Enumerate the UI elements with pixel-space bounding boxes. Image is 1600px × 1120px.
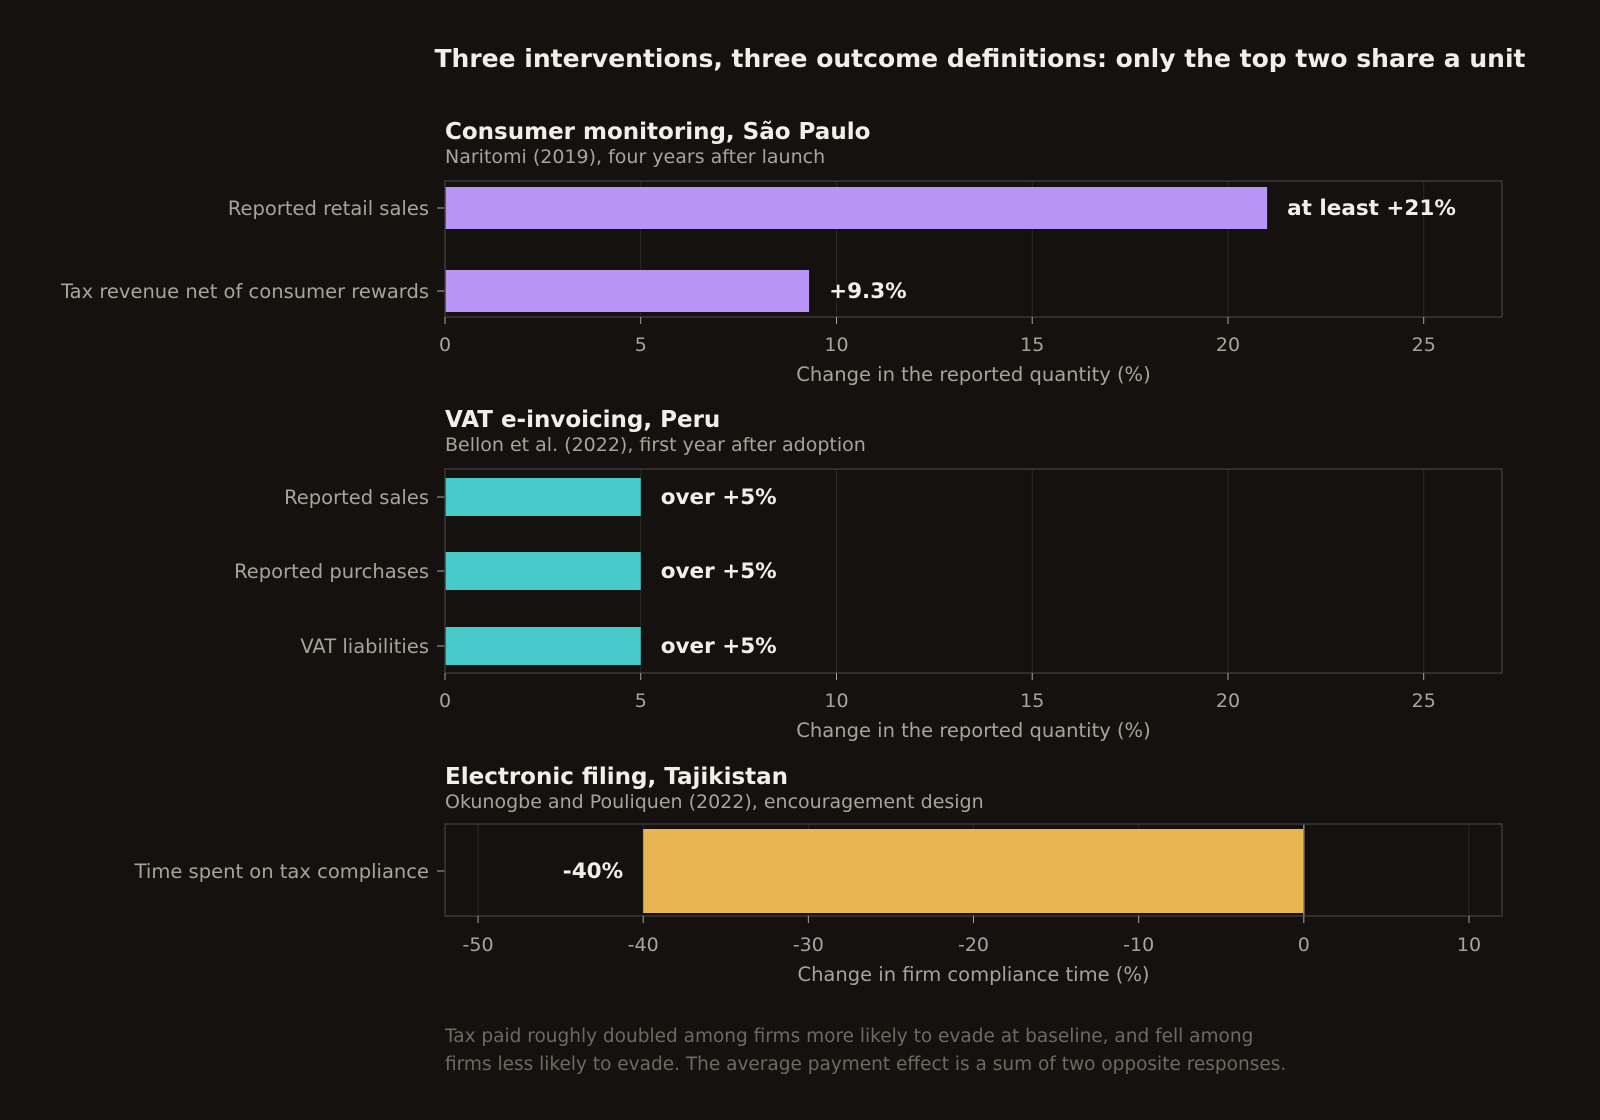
footnote-line-1: Tax paid roughly doubled among firms mor…: [444, 1026, 1253, 1047]
panel-2-xtick-label-5: 25: [1412, 690, 1436, 712]
panel-3-title: Electronic filing, Tajikistan: [445, 764, 788, 790]
panel-3-xtick-label-3: -20: [958, 934, 989, 956]
footnote-line-2: firms less likely to evade. The average …: [445, 1054, 1286, 1075]
panel-3-category-label-1: Time spent on tax compliance: [134, 860, 429, 883]
panel-2-subtitle: Bellon et al. (2022), first year after a…: [445, 434, 866, 456]
panel-2-xtick-label-3: 15: [1020, 690, 1044, 712]
panel-1-xtick-label-3: 15: [1020, 334, 1044, 356]
panel-2-xaxis-label: Change in the reported quantity (%): [796, 719, 1150, 742]
panel-1-category-label-1: Reported retail sales: [228, 197, 429, 220]
panel-1-subtitle: Naritomi (2019), four years after launch: [445, 146, 825, 168]
panel-1-category-label-2: Tax revenue net of consumer rewards: [60, 280, 429, 303]
panel-2-xtick-label-0: 0: [439, 690, 451, 712]
panel-1-title: Consumer monitoring, São Paulo: [445, 119, 870, 145]
panel-1-xtick-label-4: 20: [1216, 334, 1240, 356]
panel-1-xaxis-label: Change in the reported quantity (%): [796, 363, 1150, 386]
panel-2-bar-3: [445, 627, 641, 665]
panel-2-bar-1: [445, 478, 641, 516]
panel-3-value-label-1: -40%: [563, 859, 623, 884]
panel-2-xtick-label-1: 5: [635, 690, 647, 712]
panel-3-xtick-label-5: 0: [1298, 934, 1310, 956]
panel-3-bar-1: [643, 829, 1304, 913]
panel-1-xtick-label-1: 5: [635, 334, 647, 356]
panel-3-xtick-label-0: -50: [463, 934, 494, 956]
panel-2-category-label-2: Reported purchases: [234, 560, 429, 583]
panel-1-bar-2: [445, 270, 810, 312]
panel-1-xtick-label-0: 0: [439, 334, 451, 356]
panel-2-value-label-1: over +5%: [661, 485, 777, 510]
panel-3-xtick-label-6: 10: [1457, 934, 1481, 956]
panel-2-category-label-1: Reported sales: [284, 486, 429, 509]
panel-2-frame: [444, 468, 1503, 674]
panel-1-xtick-label-2: 10: [824, 334, 848, 356]
panel-3-xtick-label-1: -40: [628, 934, 659, 956]
panel-3-subtitle: Okunogbe and Pouliquen (2022), encourage…: [445, 791, 984, 813]
panel-2-xtick-label-4: 20: [1216, 690, 1240, 712]
panel-2-title: VAT e-invoicing, Peru: [445, 407, 720, 433]
panel-2-value-label-2: over +5%: [661, 559, 777, 584]
panel-1-bar-1: [445, 187, 1268, 229]
panel-2-bar-2: [445, 552, 641, 590]
panel-1-value-label-2: +9.3%: [829, 279, 907, 304]
panel-1-xtick-label-5: 25: [1412, 334, 1436, 356]
panel-1-value-label-1: at least +21%: [1287, 196, 1456, 221]
panel-2-category-label-3: VAT liabilities: [300, 635, 429, 658]
panel-1-frame: [444, 180, 1503, 318]
panel-3-xaxis-label: Change in firm compliance time (%): [797, 963, 1149, 986]
panel-3-xtick-label-4: -10: [1123, 934, 1154, 956]
panel-3-xtick-label-2: -30: [793, 934, 824, 956]
figure-title: Three interventions, three outcome defin…: [435, 44, 1526, 73]
panel-2-value-label-3: over +5%: [661, 634, 777, 659]
panel-2-xtick-label-2: 10: [824, 690, 848, 712]
